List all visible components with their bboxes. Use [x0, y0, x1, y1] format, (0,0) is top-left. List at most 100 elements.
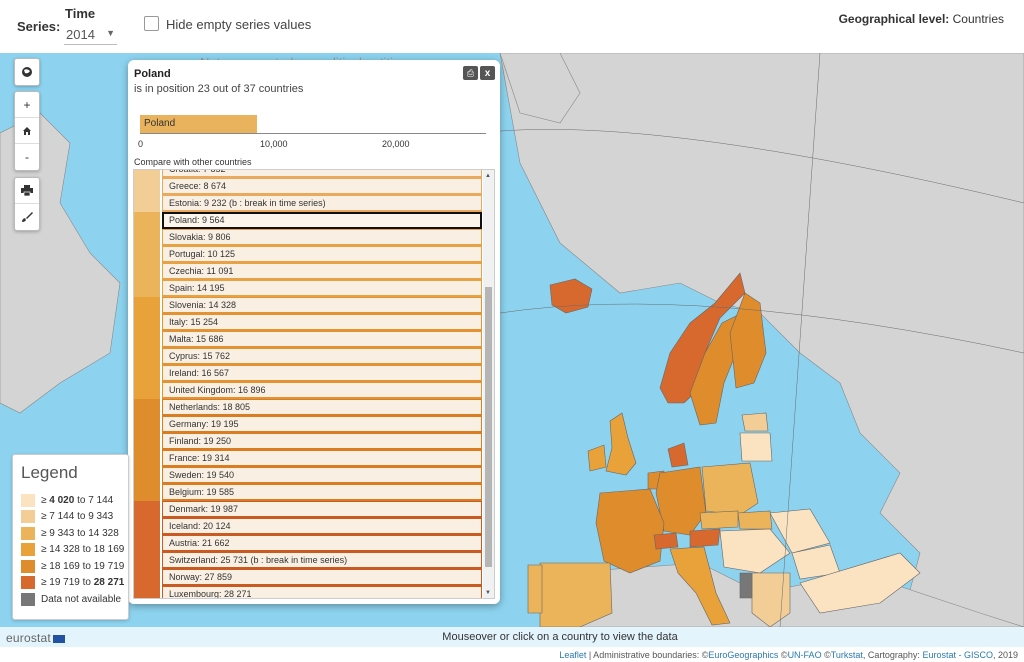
unfao-link[interactable]: UN-FAO	[787, 650, 822, 660]
zoom-in-icon[interactable]: +	[15, 92, 39, 118]
legend-bold: 28 271	[93, 577, 125, 588]
globe-control[interactable]	[14, 58, 40, 86]
country-list-item[interactable]: Denmark: 19 987	[134, 501, 484, 518]
country-list-item[interactable]: Portugal: 10 125	[134, 246, 484, 263]
country-list-item[interactable]: Belgium: 19 585	[134, 484, 484, 501]
country-list-label[interactable]: Cyprus: 15 762	[162, 348, 482, 365]
country-list-label[interactable]: Estonia: 9 232 (b : break in time series…	[162, 195, 482, 212]
country-list-item[interactable]: France: 19 314	[134, 450, 484, 467]
country-list-label[interactable]: Ireland: 16 567	[162, 365, 482, 382]
legend-text: to 7 144	[74, 494, 114, 506]
country-list[interactable]: Croatia: 7 852 Greece: 8 674 Estonia: 9 23…	[133, 169, 495, 599]
home-icon[interactable]	[15, 118, 39, 144]
position-bar: Poland	[140, 115, 257, 133]
country-list-item[interactable]: Czechia: 11 091	[134, 263, 484, 280]
class-swatch	[134, 195, 160, 212]
country-list-item[interactable]: Slovenia: 14 328	[134, 297, 484, 314]
country-list-item[interactable]: Ireland: 16 567	[134, 365, 484, 382]
country-list-item[interactable]: Spain: 14 195	[134, 280, 484, 297]
legend-swatch	[21, 543, 35, 556]
compare-label: Compare with other countries	[134, 157, 252, 167]
country-list-label[interactable]: Belgium: 19 585	[162, 484, 482, 501]
country-list-item[interactable]: Germany: 19 195	[134, 416, 484, 433]
popup-print-icon[interactable]: ⎙	[463, 66, 478, 80]
legend-label: Data not available	[41, 594, 121, 605]
gisco-link[interactable]: Eurostat - GISCO	[922, 650, 993, 660]
scroll-thumb[interactable]	[485, 287, 492, 567]
country-list-label[interactable]: Czechia: 11 091	[162, 263, 482, 280]
country-list-label[interactable]: Croatia: 7 852	[162, 170, 482, 178]
list-scrollbar[interactable]: ▲ ▼	[483, 170, 494, 598]
country-list-item[interactable]: Poland: 9 564	[134, 212, 484, 229]
class-swatch	[134, 382, 160, 399]
country-list-label[interactable]: France: 19 314	[162, 450, 482, 467]
country-list-item[interactable]: United Kingdom: 16 896	[134, 382, 484, 399]
class-swatch	[134, 535, 160, 552]
country-list-label[interactable]: Sweden: 19 540	[162, 467, 482, 484]
scroll-down-icon[interactable]: ▼	[485, 590, 491, 596]
top-bar: Series: Time 2014 ▼ Hide empty series va…	[0, 0, 1024, 53]
country-list-item[interactable]: Croatia: 7 852	[134, 170, 484, 178]
brush-icon[interactable]	[15, 204, 39, 230]
country-list-item[interactable]: Switzerland: 25 731 (b : break in time s…	[134, 552, 484, 569]
legend-swatch	[21, 559, 35, 573]
country-list-item[interactable]: Luxembourg: 28 271	[134, 586, 484, 598]
country-list-label[interactable]: Poland: 9 564	[162, 212, 482, 229]
legend-swatch	[21, 592, 35, 606]
legend-item: ≥ 18 169 to 19 719	[21, 558, 124, 574]
country-list-item[interactable]: Slovakia: 9 806	[134, 229, 484, 246]
globe-icon[interactable]	[15, 59, 39, 85]
country-list-label[interactable]: Norway: 27 859	[162, 569, 482, 586]
legend-text: ≥ 19 719 to	[41, 577, 94, 588]
legend-swatch	[21, 576, 35, 589]
country-list-item[interactable]: Estonia: 9 232 (b : break in time series…	[134, 195, 484, 212]
country-list-label[interactable]: Slovenia: 14 328	[162, 297, 482, 314]
zoom-out-icon[interactable]: -	[25, 150, 29, 164]
country-list-label[interactable]: Switzerland: 25 731 (b : break in time s…	[162, 552, 482, 569]
eurogeographics-link[interactable]: EuroGeographics	[708, 650, 779, 660]
legend-label: ≥ 18 169 to 19 719	[41, 561, 124, 572]
country-list-item[interactable]: Sweden: 19 540	[134, 467, 484, 484]
country-list-item[interactable]: Cyprus: 15 762	[134, 348, 484, 365]
legend-item: ≥ 19 719 to 28 271	[21, 575, 124, 591]
country-list-label[interactable]: United Kingdom: 16 896	[162, 382, 482, 399]
country-list-label[interactable]: Netherlands: 18 805	[162, 399, 482, 416]
legend-label: ≥ 4 020 to 7 144	[41, 495, 113, 506]
country-list-label[interactable]: Malta: 15 686	[162, 331, 482, 348]
country-list-item[interactable]: Iceland: 20 124	[134, 518, 484, 535]
country-list-label[interactable]: Finland: 19 250	[162, 433, 482, 450]
hide-empty-label[interactable]: Hide empty series values	[166, 17, 312, 32]
country-list-label[interactable]: Italy: 15 254	[162, 314, 482, 331]
class-swatch	[134, 569, 160, 586]
country-list-item[interactable]: Malta: 15 686	[134, 331, 484, 348]
eurostat-logo[interactable]: eurostat	[6, 631, 65, 645]
country-list-label[interactable]: Denmark: 19 987	[162, 501, 482, 518]
country-list-item[interactable]: Norway: 27 859	[134, 569, 484, 586]
leaflet-link[interactable]: Leaflet	[559, 650, 587, 660]
country-list-item[interactable]: Greece: 8 674	[134, 178, 484, 195]
country-list-item[interactable]: Austria: 21 662	[134, 535, 484, 552]
country-list-label[interactable]: Iceland: 20 124	[162, 518, 482, 535]
class-swatch	[134, 229, 160, 246]
print-icon[interactable]	[15, 178, 39, 204]
zoom-control[interactable]: + -	[14, 91, 40, 171]
country-list-label[interactable]: Luxembourg: 28 271	[162, 586, 482, 598]
tools-control[interactable]	[14, 177, 40, 231]
country-list-item[interactable]: Italy: 15 254	[134, 314, 484, 331]
country-list-label[interactable]: Austria: 21 662	[162, 535, 482, 552]
country-list-label[interactable]: Greece: 8 674	[162, 178, 482, 195]
country-turkey	[799, 552, 921, 614]
legend-item: ≥ 4 020 to 7 144	[21, 492, 113, 508]
popup-close-icon[interactable]: x	[480, 66, 495, 80]
country-list-item[interactable]: Finland: 19 250	[134, 433, 484, 450]
turkstat-link[interactable]: Turkstat	[830, 650, 863, 660]
class-swatch	[134, 297, 160, 314]
country-list-label[interactable]: Germany: 19 195	[162, 416, 482, 433]
country-list-label[interactable]: Slovakia: 9 806	[162, 229, 482, 246]
country-list-item[interactable]: Netherlands: 18 805	[134, 399, 484, 416]
hide-empty-checkbox[interactable]	[144, 16, 159, 31]
time-select[interactable]: 2014 ▼	[64, 25, 117, 45]
scroll-up-icon[interactable]: ▲	[485, 173, 491, 179]
country-list-label[interactable]: Spain: 14 195	[162, 280, 482, 297]
country-list-label[interactable]: Portugal: 10 125	[162, 246, 482, 263]
